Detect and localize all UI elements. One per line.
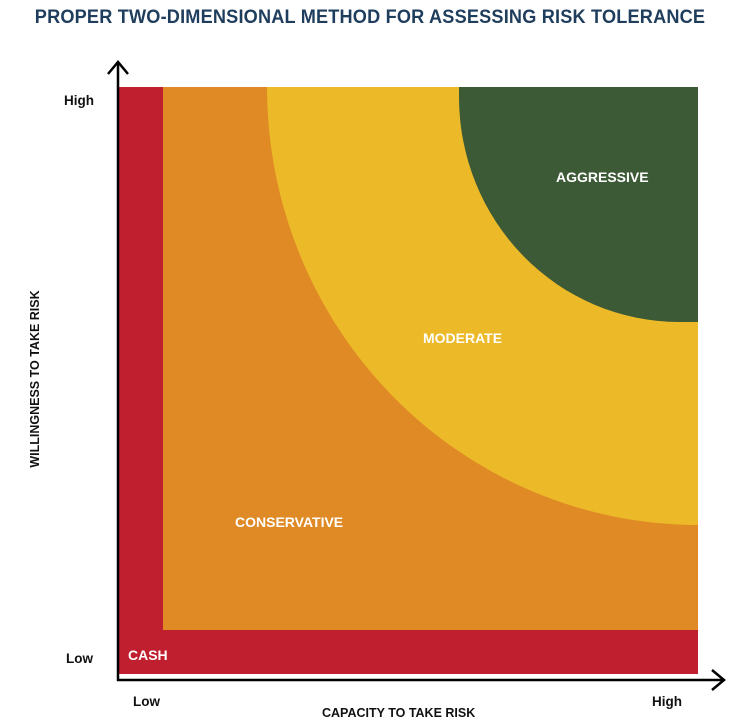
moderate-label: MODERATE bbox=[423, 330, 503, 346]
x-axis-arrow bbox=[117, 669, 726, 691]
risk-matrix: CASH CONSERVATIVE MODERATE AGGRESSIVE bbox=[118, 87, 698, 674]
diagram-title: PROPER TWO-DIMENSIONAL METHOD FOR ASSESS… bbox=[34, 6, 706, 28]
x-axis-high: High bbox=[652, 694, 682, 709]
y-axis-arrow bbox=[107, 60, 129, 681]
y-axis-high: High bbox=[64, 93, 94, 108]
x-axis-low: Low bbox=[133, 694, 160, 709]
cash-label: CASH bbox=[128, 647, 168, 663]
aggressive-label: AGGRESSIVE bbox=[556, 169, 649, 185]
y-axis-title: WILLINGNESS TO TAKE RISK bbox=[28, 290, 42, 468]
conservative-label: CONSERVATIVE bbox=[235, 514, 344, 530]
y-axis-low: Low bbox=[66, 651, 93, 666]
x-axis-title: CAPACITY TO TAKE RISK bbox=[322, 706, 476, 720]
